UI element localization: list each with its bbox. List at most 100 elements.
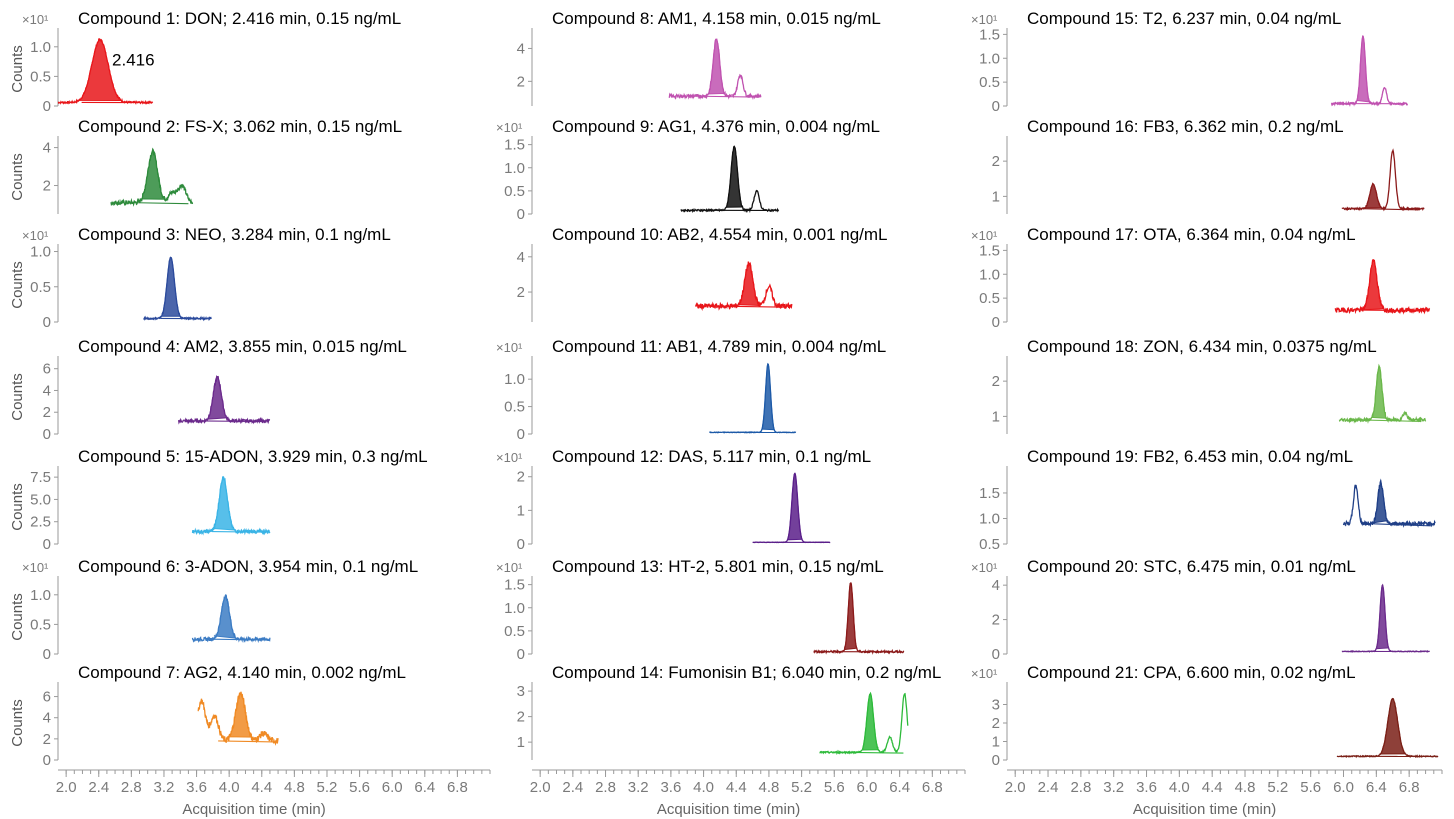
y-tick-label: 4 xyxy=(517,249,525,266)
y-axis-title: Counts xyxy=(9,261,26,309)
y-tick-label: 1 xyxy=(992,188,1000,205)
panel-title: Compound 14: Fumonisin B1; 6.040 min, 0.… xyxy=(552,663,941,682)
chromatogram-trace xyxy=(709,362,797,434)
panel-title: Compound 9: AG1, 4.376 min, 0.004 ng/mL xyxy=(552,117,880,136)
y-axis-title: Counts xyxy=(9,153,26,201)
y-tick-label: 0 xyxy=(517,426,525,443)
y-tick-label: 0 xyxy=(517,536,525,553)
panel-title: Compound 7: AG2, 4.140 min, 0.002 ng/mL xyxy=(78,663,406,682)
x-axis-title: Acquisition time (min) xyxy=(182,801,325,818)
y-multiplier-label: ×10¹ xyxy=(971,12,998,27)
y-tick-label: 0 xyxy=(43,426,51,443)
x-tick-label: 4.4 xyxy=(1202,779,1223,796)
panel-title: Compound 19: FB2, 6.453 min, 0.04 ng/mL xyxy=(1027,447,1353,466)
y-tick-label: 4 xyxy=(43,710,51,727)
y-tick-label: 4 xyxy=(43,382,51,399)
chart-panel: Compound 21: CPA, 6.600 min, 0.02 ng/mL ×… xyxy=(971,663,1439,769)
y-tick-label: 2 xyxy=(992,373,1000,390)
x-tick-label: 4.8 xyxy=(758,779,779,796)
panel-title: Compound 12: DAS, 5.117 min, 0.1 ng/mL xyxy=(552,447,871,466)
y-tick-label: 0 xyxy=(992,646,1000,663)
y-tick-label: 2 xyxy=(992,153,1000,170)
x-tick-label: 6.8 xyxy=(1399,779,1420,796)
x-tick-label: 2.8 xyxy=(595,779,616,796)
chart-panel: Compound 15: T2, 6.237 min, 0.04 ng/mL ×1… xyxy=(971,9,1409,115)
y-tick-label: 3 xyxy=(517,683,525,700)
panel-title: Compound 13: HT-2, 5.801 min, 0.15 ng/mL xyxy=(552,557,884,576)
x-tick-label: 5.6 xyxy=(824,779,845,796)
x-tick-label: 6.4 xyxy=(1366,779,1387,796)
y-tick-label: 1.5 xyxy=(979,242,1000,259)
y-tick-label: 1.5 xyxy=(979,26,1000,43)
chart-panel: Compound 7: AG2, 4.140 min, 0.002 ng/mL 0… xyxy=(9,663,406,769)
y-tick-label: 6 xyxy=(43,361,51,378)
y-tick-label: 0 xyxy=(43,536,51,553)
y-tick-label: 1.0 xyxy=(30,39,51,56)
chromatogram-trace xyxy=(1342,478,1436,529)
x-tick-label: 2.0 xyxy=(56,779,77,796)
y-tick-label: 7.5 xyxy=(30,469,51,486)
y-tick-label: 1.0 xyxy=(30,587,51,604)
x-tick-label: 5.6 xyxy=(349,779,370,796)
y-tick-label: 6 xyxy=(43,689,51,706)
y-tick-label: 1.5 xyxy=(504,577,525,594)
x-tick-label: 2.0 xyxy=(1005,779,1026,796)
chromatogram-trace xyxy=(668,38,762,100)
x-tick-label: 3.6 xyxy=(660,779,681,796)
y-tick-label: 0.5 xyxy=(504,623,525,640)
integration-baseline xyxy=(218,740,275,743)
panel-title: Compound 21: CPA, 6.600 min, 0.02 ng/mL xyxy=(1027,663,1356,682)
y-tick-label: 1.0 xyxy=(979,510,1000,527)
chromatogram-trace xyxy=(1341,583,1430,653)
y-multiplier-label: ×10¹ xyxy=(971,560,998,575)
panel-title: Compound 4: AM2, 3.855 min, 0.015 ng/mL xyxy=(78,337,407,356)
x-tick-label: 4.8 xyxy=(1235,779,1256,796)
x-tick-label: 2.4 xyxy=(562,779,583,796)
chart-panel: Compound 10: AB2, 4.554 min, 0.001 ng/mL… xyxy=(517,225,888,322)
y-tick-label: 2 xyxy=(517,469,525,486)
y-tick-label: 0 xyxy=(43,314,51,331)
y-tick-label: 4 xyxy=(517,40,525,57)
y-tick-label: 0 xyxy=(43,98,51,115)
x-axis-title: Acquisition time (min) xyxy=(657,801,800,818)
chart-panel: Compound 18: ZON, 6.434 min, 0.0375 ng/m… xyxy=(992,337,1427,434)
x-tick-label: 5.2 xyxy=(1267,779,1288,796)
y-tick-label: 0.5 xyxy=(30,68,51,85)
y-tick-label: 2 xyxy=(992,612,1000,629)
chromatogram-trace xyxy=(1334,259,1431,315)
chart-panel: Compound 1: DON; 2.416 min, 0.15 ng/mL ×1… xyxy=(9,9,401,115)
y-axis-title: Counts xyxy=(9,593,26,641)
panel-title: Compound 5: 15-ADON, 3.929 min, 0.3 ng/m… xyxy=(78,447,428,466)
x-axis: 2.0 2.4 2.8 3.2 3.6 4.0 4.4 4.8 5.2 5.6 6.0 6.4 6.8 A… xyxy=(56,769,491,818)
chromatogram-trace xyxy=(110,147,194,207)
chart-panel: Compound 13: HT-2, 5.801 min, 0.15 ng/mL… xyxy=(496,557,905,663)
y-tick-label: 1 xyxy=(992,734,1000,751)
chromatogram-trace xyxy=(57,37,154,105)
y-tick-label: 4 xyxy=(992,577,1000,594)
y-tick-label: 0.5 xyxy=(30,279,51,296)
panel-title: Compound 20: STC, 6.475 min, 0.01 ng/mL xyxy=(1027,557,1356,576)
x-tick-label: 3.2 xyxy=(1103,779,1124,796)
y-tick-label: 0 xyxy=(992,98,1000,115)
panel-title: Compound 18: ZON, 6.434 min, 0.0375 ng/m… xyxy=(1027,337,1377,356)
y-tick-label: 0 xyxy=(992,752,1000,769)
chromatogram-trace xyxy=(1341,148,1425,212)
x-tick-label: 6.0 xyxy=(382,779,403,796)
y-tick-label: 1 xyxy=(517,502,525,519)
y-multiplier-label: ×10¹ xyxy=(496,560,523,575)
panel-title: Compound 17: OTA, 6.364 min, 0.04 ng/mL xyxy=(1027,225,1356,244)
chromatogram-trace xyxy=(1336,697,1439,759)
integration-baseline xyxy=(131,202,189,205)
y-tick-label: 1.0 xyxy=(979,50,1000,67)
x-tick-label: 2.4 xyxy=(1038,779,1059,796)
y-multiplier-label: ×10¹ xyxy=(496,120,523,135)
chart-panel: Compound 12: DAS, 5.117 min, 0.1 ng/mL ×1… xyxy=(496,447,871,553)
x-tick-label: 2.8 xyxy=(1070,779,1091,796)
panel-title: Compound 15: T2, 6.237 min, 0.04 ng/mL xyxy=(1027,9,1341,28)
y-tick-label: 2 xyxy=(517,284,525,301)
chart-panel: Compound 3: NEO, 3.284 min, 0.1 ng/mL ×10… xyxy=(9,225,391,331)
chart-panel: Compound 16: FB3, 6.362 min, 0.2 ng/mL 1 2 xyxy=(992,117,1425,214)
panel-title: Compound 11: AB1, 4.789 min, 0.004 ng/mL xyxy=(552,337,886,356)
y-tick-label: 3 xyxy=(992,697,1000,714)
